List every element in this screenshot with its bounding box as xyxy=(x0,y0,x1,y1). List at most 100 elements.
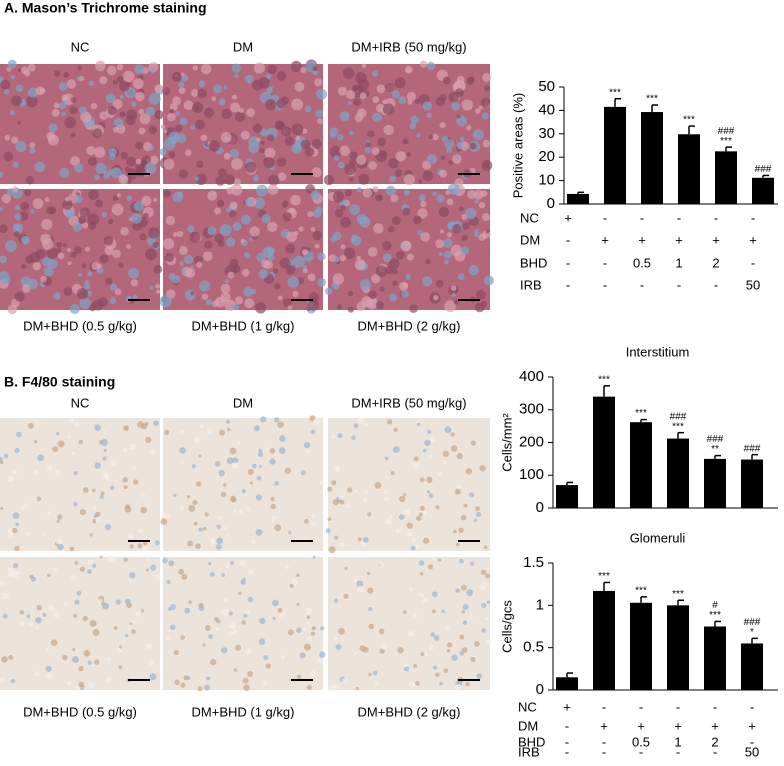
tissue-texture xyxy=(82,615,88,622)
tissue-texture xyxy=(485,617,489,621)
tissue-texture xyxy=(414,98,421,104)
tissue-texture xyxy=(307,298,320,311)
bar xyxy=(667,438,689,508)
tissue-texture xyxy=(169,624,176,631)
tissue-texture xyxy=(160,124,166,129)
tissue-texture xyxy=(123,557,129,563)
significance-mark: ### xyxy=(744,443,761,454)
tissue-texture xyxy=(207,226,217,236)
bar xyxy=(630,602,652,690)
micrograph xyxy=(162,555,326,692)
tissue-texture xyxy=(99,555,103,559)
tissue-texture xyxy=(288,531,292,535)
significance-mark: # xyxy=(712,600,718,611)
tissue-texture xyxy=(284,136,295,146)
tissue-texture xyxy=(239,560,246,567)
tissue-texture xyxy=(14,291,25,302)
tissue-texture xyxy=(329,127,338,137)
tissue-texture xyxy=(407,630,415,638)
row-cell: + xyxy=(638,232,646,247)
tissue-texture xyxy=(29,147,36,154)
tissue-texture xyxy=(6,188,15,196)
tissue-texture xyxy=(64,197,70,202)
tissue-texture xyxy=(385,185,396,196)
tissue-texture xyxy=(406,91,416,102)
tissue-texture xyxy=(271,515,277,521)
tissue-texture xyxy=(231,462,239,469)
tissue-texture xyxy=(247,596,254,603)
tissue-texture xyxy=(46,510,51,515)
tissue-texture xyxy=(199,280,211,292)
tissue-texture xyxy=(167,112,176,122)
tissue-texture xyxy=(396,250,405,260)
tissue-texture xyxy=(0,171,4,178)
tissue-texture xyxy=(475,289,486,300)
tissue-texture xyxy=(451,224,462,234)
tissue-texture xyxy=(280,126,292,137)
tissue-texture xyxy=(340,216,351,228)
significance-mark: *** xyxy=(609,87,621,98)
tissue-texture xyxy=(470,656,476,663)
tissue-texture xyxy=(232,303,240,311)
row-label: NC xyxy=(520,210,539,225)
tissue-texture xyxy=(359,92,367,100)
tissue-texture xyxy=(115,599,121,605)
tissue-texture xyxy=(306,684,312,690)
tissue-texture xyxy=(274,417,280,423)
tissue-texture xyxy=(402,282,409,289)
y-axis-label: Positive areas (%) xyxy=(510,93,525,198)
tissue-texture xyxy=(174,679,180,685)
tissue-texture xyxy=(243,613,248,618)
tissue-texture xyxy=(223,85,228,90)
tissue-texture xyxy=(7,304,18,315)
tissue-texture xyxy=(353,423,359,429)
tissue-texture xyxy=(10,74,16,80)
tissue-texture xyxy=(144,248,157,261)
tissue-texture xyxy=(232,221,242,231)
tissue-texture xyxy=(61,111,66,117)
tissue-texture xyxy=(386,419,393,425)
tissue-texture xyxy=(109,485,115,491)
tissue-texture xyxy=(257,452,264,458)
tissue-texture xyxy=(278,447,286,454)
tissue-texture xyxy=(92,128,103,139)
tissue-texture xyxy=(125,295,133,303)
tissue-texture xyxy=(474,506,480,512)
tissue-texture xyxy=(28,622,34,627)
tissue-texture xyxy=(224,598,229,603)
row-cell: - xyxy=(714,277,718,292)
tissue-texture xyxy=(92,488,96,493)
tissue-texture xyxy=(131,619,136,624)
tissue-texture xyxy=(357,78,370,91)
tissue-texture xyxy=(235,644,242,651)
tissue-texture xyxy=(192,65,198,71)
tissue-texture xyxy=(348,177,354,183)
tissue-texture xyxy=(116,647,123,653)
tissue-texture xyxy=(371,273,381,284)
tissue-texture xyxy=(27,278,38,290)
tissue-texture xyxy=(141,195,152,207)
tissue-texture xyxy=(215,175,226,186)
row-cell: - xyxy=(714,210,718,225)
tissue-texture xyxy=(388,258,400,270)
tissue-texture xyxy=(64,208,75,219)
tissue-texture xyxy=(354,489,358,493)
tissue-texture xyxy=(202,526,207,531)
tissue-texture xyxy=(323,174,335,186)
tissue-texture xyxy=(87,271,93,277)
tissue-texture xyxy=(27,63,36,72)
tissue-texture xyxy=(311,626,316,631)
tissue-texture xyxy=(150,68,156,74)
bar xyxy=(678,134,700,204)
row-cell: - xyxy=(750,699,754,714)
tissue-texture xyxy=(223,152,231,160)
tissue-texture xyxy=(197,686,203,692)
micrograph xyxy=(325,416,490,554)
tissue-texture xyxy=(120,227,129,236)
tissue-texture xyxy=(7,475,15,483)
tissue-texture xyxy=(419,512,423,517)
tissue-texture xyxy=(287,305,293,310)
tissue-texture xyxy=(460,514,467,521)
tissue-texture xyxy=(75,648,79,653)
row-cell: 50 xyxy=(745,744,759,759)
